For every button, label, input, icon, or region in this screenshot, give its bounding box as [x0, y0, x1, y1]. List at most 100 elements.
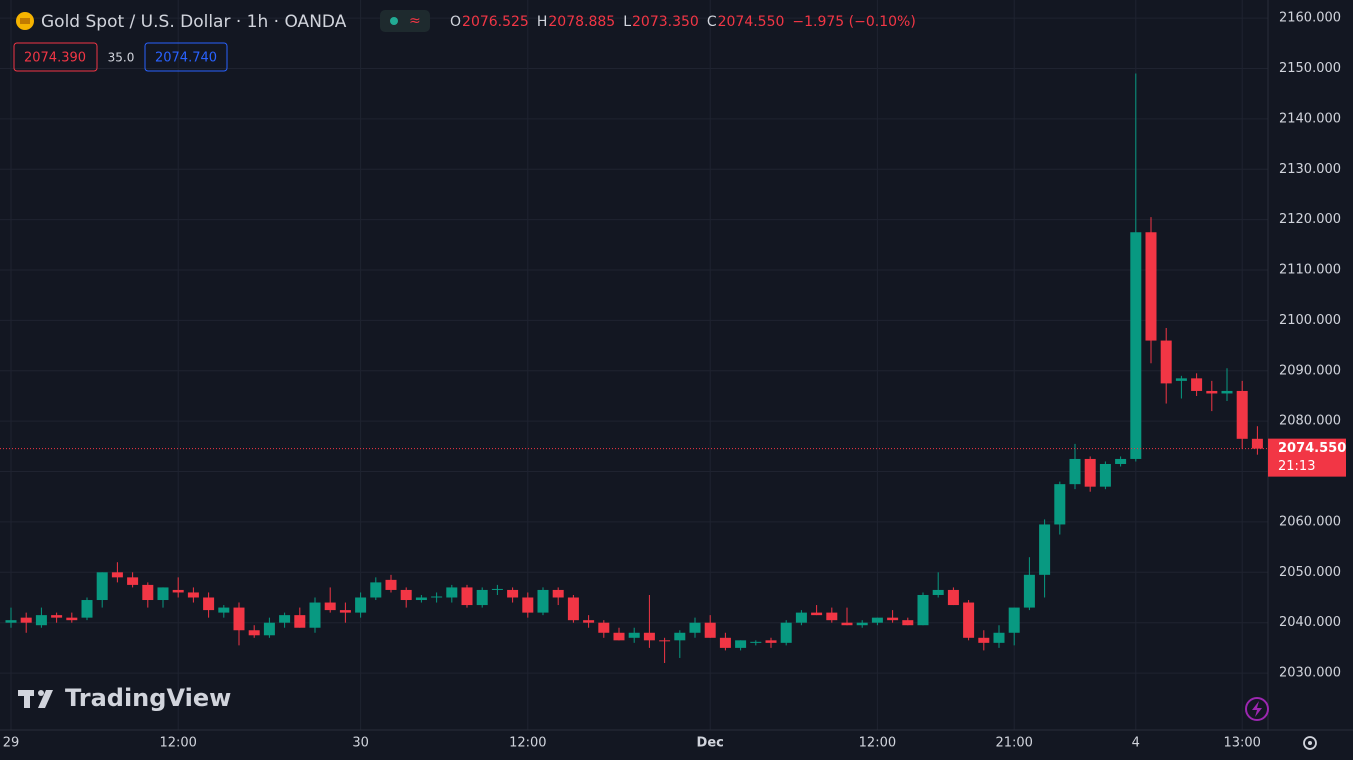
- ohlc-key: O: [450, 14, 461, 30]
- candle-body: [461, 587, 473, 606]
- y-tick-label: 2150.000: [1279, 61, 1341, 76]
- candle-body: [339, 610, 351, 613]
- ohlc-value: 2074.550: [718, 14, 785, 30]
- alert-bolt: [1252, 701, 1262, 717]
- candle-body: [932, 589, 944, 595]
- candle-body: [1251, 438, 1263, 449]
- y-tick-label: 2100.000: [1279, 313, 1341, 328]
- candle-body: [704, 622, 716, 638]
- x-tick-label: 30: [352, 736, 369, 751]
- x-tick-label: 12:00: [509, 736, 546, 751]
- ask: 2074.740: [155, 51, 217, 66]
- candle-body: [233, 607, 245, 631]
- alert-icon[interactable]: [1245, 697, 1269, 721]
- y-tick-label: 2120.000: [1279, 212, 1341, 227]
- candle-body: [309, 602, 321, 628]
- y-tick-label: 2110.000: [1279, 263, 1341, 278]
- x-tick-label: 4: [1132, 736, 1140, 751]
- candle-body: [1084, 458, 1096, 487]
- candle-body: [263, 622, 275, 636]
- y-tick-label: 2050.000: [1279, 565, 1341, 580]
- candle-body: [598, 622, 610, 633]
- ohlc-value: 2078.885: [548, 14, 615, 30]
- candle-body: [826, 612, 838, 621]
- brand-logo: [18, 690, 53, 708]
- bid-box[interactable]: [13, 42, 98, 72]
- candle-body: [856, 622, 868, 626]
- candle-body: [1130, 232, 1142, 459]
- candle-body: [1145, 232, 1157, 341]
- candle-body: [613, 632, 625, 641]
- x-tick-label: 12:00: [859, 736, 896, 751]
- candle-body: [476, 589, 488, 606]
- candle-body: [415, 597, 427, 601]
- candle-body: [218, 607, 230, 613]
- spread: 35.0: [108, 51, 135, 65]
- bid: 2074.390: [24, 51, 86, 66]
- candle-body: [20, 617, 32, 623]
- status-dot: [390, 17, 398, 25]
- candle-body: [1039, 524, 1051, 575]
- candle-body: [1191, 378, 1203, 391]
- y-tick-label: 2140.000: [1279, 111, 1341, 126]
- candle-body: [187, 592, 199, 598]
- candle-body: [887, 617, 899, 621]
- candle-body: [400, 589, 412, 601]
- candle-body: [279, 615, 291, 623]
- symbol-title: Gold Spot / U.S. Dollar · 1h · OANDA: [41, 12, 347, 32]
- candle-body: [750, 641, 762, 643]
- candle-body: [1023, 574, 1035, 608]
- candle-body: [643, 632, 655, 641]
- candle-body: [811, 612, 823, 616]
- x-tick-label: 29: [3, 736, 20, 751]
- candle-body: [66, 617, 78, 621]
- candle-body: [674, 632, 686, 641]
- candle-body: [370, 582, 382, 598]
- x-tick-label: 21:00: [995, 736, 1032, 751]
- candle-body: [142, 584, 154, 601]
- candle-body: [324, 602, 336, 611]
- ohlc-key: L: [623, 14, 631, 30]
- candle-body: [537, 589, 549, 613]
- candle-body: [1008, 607, 1020, 633]
- candle-body: [1160, 340, 1172, 384]
- candle-body: [172, 589, 184, 593]
- candle-body: [583, 620, 595, 623]
- candle-body: [507, 589, 519, 598]
- ask-box[interactable]: [144, 42, 228, 72]
- candle-body: [385, 579, 397, 590]
- candle-body: [157, 587, 169, 601]
- y-tick-label: 2160.000: [1279, 11, 1341, 26]
- candle-body: [567, 597, 579, 621]
- x-tick-label: Dec: [697, 736, 724, 751]
- settings-dot: [1308, 741, 1312, 745]
- candle-body: [491, 588, 503, 590]
- candle-body: [1099, 463, 1111, 487]
- candle-body: [127, 577, 139, 585]
- ohlc-value: 2076.525: [462, 14, 529, 30]
- candle-body: [963, 602, 975, 638]
- candle-body: [1054, 484, 1066, 525]
- candle-body: [1236, 390, 1248, 439]
- candle-body: [446, 587, 458, 598]
- candle-body: [1221, 390, 1233, 394]
- candle-body: [917, 594, 929, 626]
- change: −1.975 (−0.10%): [792, 14, 915, 30]
- candle-body: [628, 632, 640, 638]
- last-price-box: [1268, 438, 1346, 477]
- candle-body: [1206, 390, 1218, 394]
- settings-icon[interactable]: [1303, 736, 1317, 750]
- y-tick-label: 2030.000: [1279, 666, 1341, 681]
- candle-body: [719, 637, 731, 648]
- candle-body: [552, 589, 564, 598]
- candle-body: [431, 596, 443, 598]
- x-tick-label: 12:00: [159, 736, 196, 751]
- candle-body: [51, 615, 63, 618]
- candle-body: [871, 617, 883, 623]
- candle-body: [294, 615, 306, 628]
- candle-body: [735, 640, 747, 648]
- candle-body: [947, 589, 959, 606]
- ohlc-key: H: [537, 14, 548, 30]
- candle-body: [780, 622, 792, 643]
